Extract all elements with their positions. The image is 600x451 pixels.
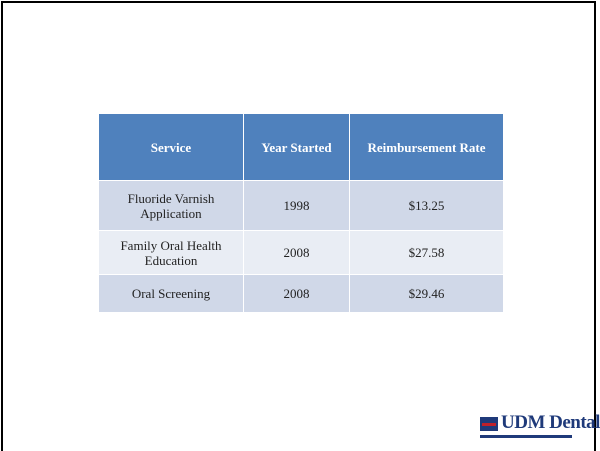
cell: Oral Screening (98, 274, 244, 313)
cell: 2008 (243, 274, 350, 313)
header-row: Service Year Started Reimbursement Rate (98, 113, 504, 181)
cell: 1998 (243, 180, 350, 231)
column-header: Service (98, 113, 244, 181)
cell: Fluoride Varnish Application (98, 180, 244, 231)
cell: $27.58 (349, 230, 504, 275)
logo-bar (480, 435, 572, 438)
cell: $29.46 (349, 274, 504, 313)
logo-flag (480, 417, 498, 431)
table-row: Family Oral Health Education 2008 $27.58 (98, 230, 504, 275)
logo-text: UDM Dental (501, 412, 600, 433)
cell: $13.25 (349, 180, 504, 231)
service-table: Service Year Started Reimbursement Rate … (98, 113, 504, 313)
table-row: Oral Screening 2008 $29.46 (98, 274, 504, 313)
table-row: Fluoride Varnish Application 1998 $13.25 (98, 180, 504, 231)
logo: UDM Dental (480, 412, 600, 442)
cell: Family Oral Health Education (98, 230, 244, 275)
column-header: Year Started (243, 113, 350, 181)
column-header: Reimbursement Rate (349, 113, 504, 181)
cell: 2008 (243, 230, 350, 275)
